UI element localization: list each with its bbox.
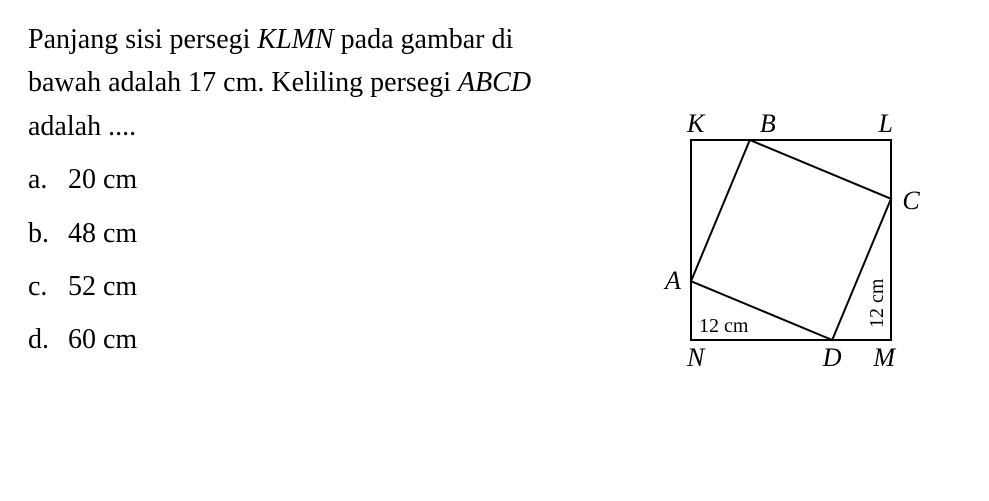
option-text: 48 cm bbox=[68, 212, 137, 255]
option-letter: a. bbox=[28, 158, 54, 201]
svg-text:L: L bbox=[878, 109, 893, 138]
option-letter: c. bbox=[28, 265, 54, 308]
option-letter: d. bbox=[28, 318, 54, 361]
question-text: Panjang sisi persegi KLMN pada gambar di… bbox=[28, 18, 961, 105]
option-text: 60 cm bbox=[68, 318, 137, 361]
svg-text:12 cm: 12 cm bbox=[866, 278, 888, 328]
svg-text:A: A bbox=[663, 266, 681, 295]
svg-text:D: D bbox=[822, 343, 842, 372]
svg-text:N: N bbox=[686, 343, 706, 372]
option-a: a. 20 cm bbox=[28, 158, 641, 201]
var-abcd: ABCD bbox=[458, 67, 531, 98]
option-c: c. 52 cm bbox=[28, 265, 641, 308]
text: pada gambar di bbox=[334, 24, 514, 55]
question-line-3: adalah .... bbox=[28, 105, 641, 148]
svg-text:12 cm: 12 cm bbox=[699, 315, 749, 337]
option-letter: b. bbox=[28, 212, 54, 255]
var-klmn: KLMN bbox=[257, 24, 333, 55]
svg-text:K: K bbox=[686, 109, 706, 138]
svg-text:B: B bbox=[760, 109, 776, 138]
svg-text:C: C bbox=[902, 186, 920, 215]
options-list: a. 20 cm b. 48 cm c. 52 cm d. 60 cm bbox=[28, 158, 641, 362]
option-d: d. 60 cm bbox=[28, 318, 641, 361]
option-text: 20 cm bbox=[68, 158, 137, 201]
geometry-diagram: K L M N B C D A 12 cm 12 cm bbox=[651, 105, 951, 405]
text: Panjang sisi persegi bbox=[28, 24, 257, 55]
question-line-1: Panjang sisi persegi KLMN pada gambar di bbox=[28, 18, 961, 61]
option-b: b. 48 cm bbox=[28, 212, 641, 255]
text: bawah adalah 17 cm. Keliling persegi bbox=[28, 67, 458, 98]
option-text: 52 cm bbox=[68, 265, 137, 308]
svg-text:M: M bbox=[872, 343, 896, 372]
question-line-2: bawah adalah 17 cm. Keliling persegi ABC… bbox=[28, 61, 961, 104]
